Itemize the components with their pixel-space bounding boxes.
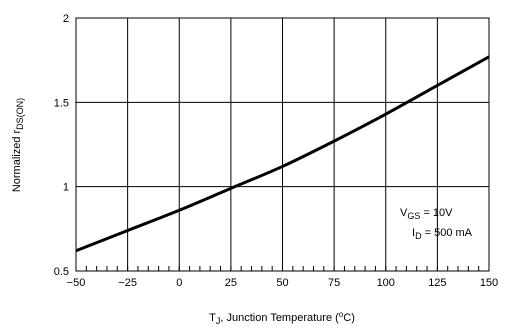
minor-ticks (75, 266, 490, 271)
x-tick-labels: −50 −25 0 25 50 75 100 125 150 (67, 277, 499, 289)
series-line (75, 55, 490, 253)
y-tick-label: 1 (63, 182, 69, 194)
x-tick-label: 100 (377, 277, 395, 289)
y-tick-label: 2 (63, 13, 69, 25)
y-tick-labels: 0.5 1 1.5 2 (54, 13, 69, 278)
x-tick-label: 75 (328, 277, 340, 289)
plot-frame (75, 17, 490, 272)
x-tick-label: 50 (276, 277, 288, 289)
x-axis-label: TJ, Junction Temperature (oC) (209, 310, 355, 326)
x-tick-label: −50 (67, 277, 86, 289)
annotation-id: ID = 500 mA (412, 227, 473, 241)
x-tick-label: 25 (225, 277, 237, 289)
x-tick-label: 125 (428, 277, 446, 289)
x-tick-label: 0 (176, 277, 182, 289)
y-tick-label: 1.5 (54, 97, 69, 109)
x-tick-label: 150 (480, 277, 498, 289)
y-tick-label: 0.5 (54, 266, 69, 278)
annotation-vgs: VGS = 10V (400, 207, 453, 221)
x-tick-label: −25 (118, 277, 137, 289)
y-axis-label: Normalized rDS(ON) (11, 98, 25, 192)
